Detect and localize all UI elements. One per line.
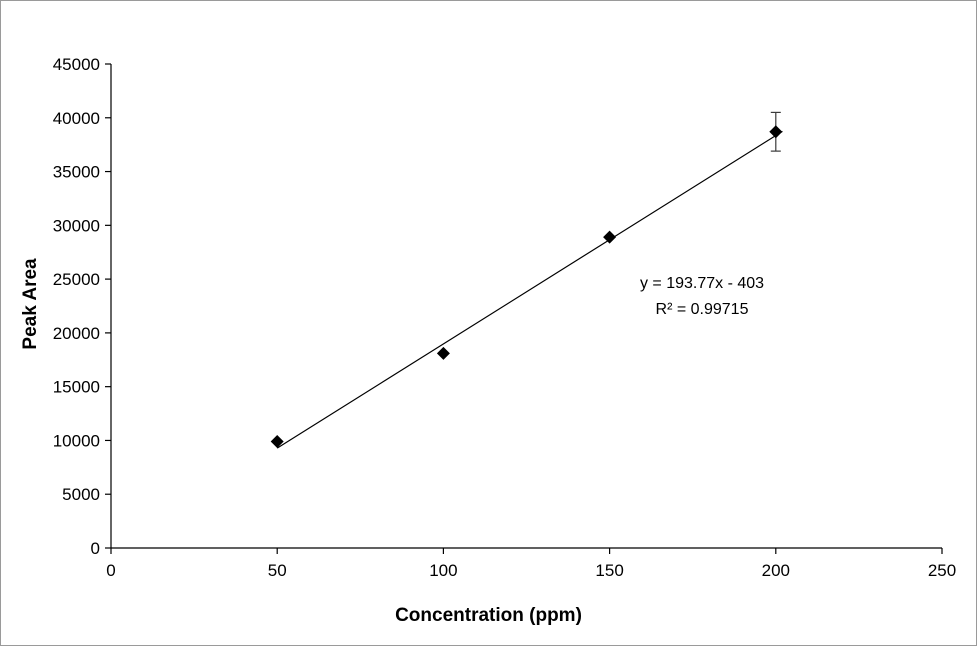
x-axis-title: Concentration (ppm) xyxy=(395,605,582,626)
x-tick-label: 200 xyxy=(762,561,790,580)
y-tick-label: 10000 xyxy=(53,431,100,450)
x-tick-label: 150 xyxy=(595,561,623,580)
x-tick-label: 0 xyxy=(106,561,115,580)
y-tick-label: 20000 xyxy=(53,324,100,343)
y-axis-title: Peak Area xyxy=(20,258,41,350)
y-tick-label: 25000 xyxy=(53,270,100,289)
x-tick-label: 100 xyxy=(429,561,457,580)
trendline-r-squared: R² = 0.99715 xyxy=(655,301,749,318)
y-tick-label: 40000 xyxy=(53,109,100,128)
y-tick-label: 35000 xyxy=(53,163,100,182)
x-tick-label: 250 xyxy=(928,561,956,580)
x-tick-label: 50 xyxy=(268,561,287,580)
y-tick-label: 30000 xyxy=(53,216,100,235)
data-point-marker xyxy=(603,230,617,244)
y-tick-label: 15000 xyxy=(53,378,100,397)
trendline-equation: y = 193.77x - 403 xyxy=(639,275,765,292)
y-tick-label: 5000 xyxy=(62,485,100,504)
y-tick-label: 45000 xyxy=(53,55,100,74)
data-point-marker xyxy=(769,125,783,139)
data-point-marker xyxy=(436,346,450,360)
y-tick-label: 0 xyxy=(91,539,100,558)
trendline-annotation: y = 193.77x - 403 R² = 0.99715 xyxy=(591,271,813,323)
trendline xyxy=(276,130,783,449)
data-point-marker xyxy=(270,435,284,449)
